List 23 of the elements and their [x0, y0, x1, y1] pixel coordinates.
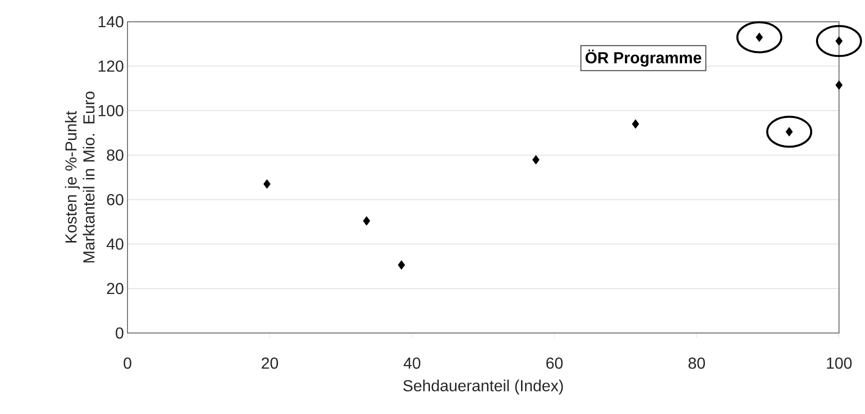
x-tick-label: 20 [262, 358, 278, 369]
point [263, 179, 271, 189]
x-tick-label: 0 [124, 358, 132, 369]
x-tick-label: 40 [404, 358, 420, 369]
y-tick-label: 20 [107, 282, 124, 294]
y-tick-label: 0 [116, 327, 124, 339]
x-tick-label: 60 [546, 358, 563, 369]
point [532, 155, 540, 164]
y-tick-label: 100 [98, 105, 124, 116]
point [835, 80, 843, 90]
point [632, 119, 640, 129]
y-tick-label: 80 [106, 149, 124, 161]
x-axis-title: Sehdaueranteil (Index) [403, 380, 563, 394]
y-axis-title: Kosten je %-Punkt Marktanteil in Mio. Euro [64, 92, 95, 262]
point [362, 216, 370, 226]
y-tick-label: 140 [98, 16, 124, 28]
y-tick-label: 40 [106, 238, 124, 250]
x-tick-label: 100 [826, 358, 852, 369]
text: ÖR Programme [586, 50, 702, 67]
x-tick-label: 80 [688, 358, 705, 369]
y-tick-label: 60 [107, 194, 124, 206]
y-tick-label: 120 [98, 60, 124, 72]
point [398, 260, 406, 270]
